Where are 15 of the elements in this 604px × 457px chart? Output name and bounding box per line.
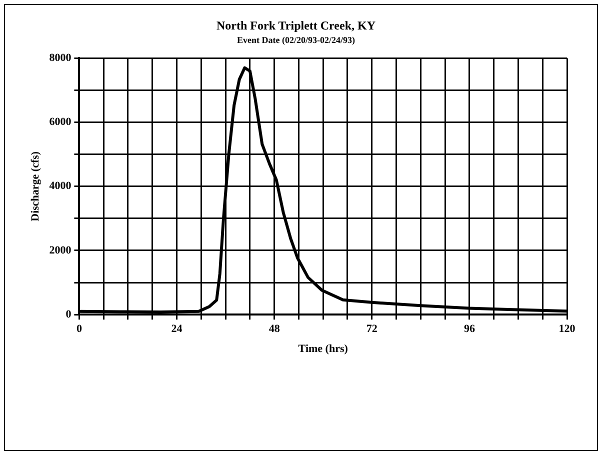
x-tick-label: 96 (464, 323, 476, 336)
x-tick-label: 48 (268, 323, 280, 336)
x-tick-label: 24 (171, 323, 183, 336)
x-tick-label: 120 (558, 323, 576, 336)
y-tick-label: 2000 (49, 244, 72, 256)
y-tick-label: 0 (66, 308, 72, 320)
y-tick-label: 4000 (49, 180, 72, 192)
x-axis-title: Time (hrs) (298, 343, 348, 356)
y-tick-label: 6000 (49, 116, 72, 128)
x-tick-label: 72 (366, 323, 378, 336)
chart-title: North Fork Triplett Creek, KY (216, 18, 376, 32)
y-tick-label: 8000 (49, 52, 72, 64)
chart-subtitle: Event Date (02/20/93-02/24/93) (237, 35, 355, 46)
x-tick-label: 0 (76, 323, 82, 336)
y-axis-title: Discharge (cfs) (29, 151, 42, 222)
